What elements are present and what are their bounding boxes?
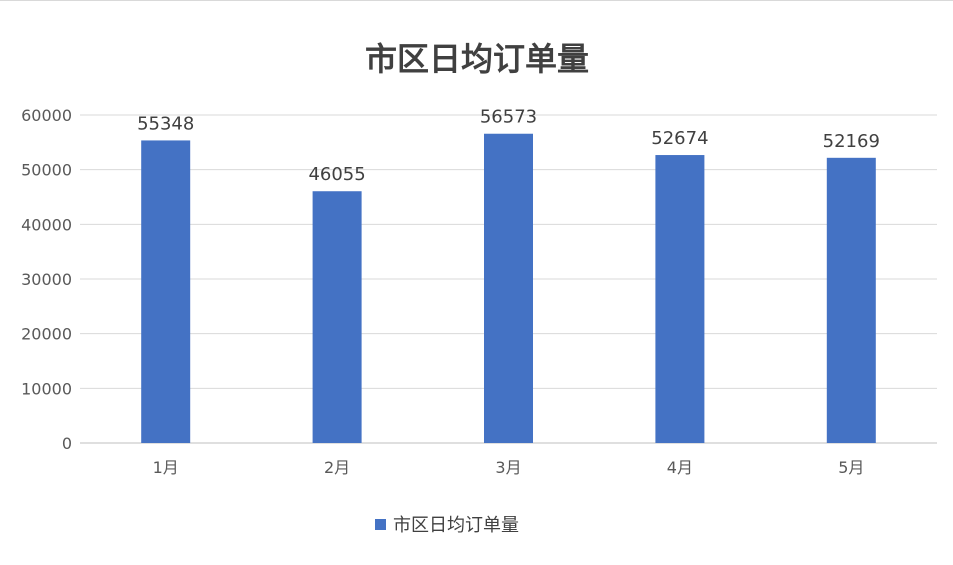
- y-tick-label: 20000: [21, 325, 72, 344]
- x-tick-label: 2月: [324, 458, 350, 477]
- bar: [484, 133, 533, 444]
- y-tick-label: 40000: [21, 215, 72, 234]
- y-axis-ticks: 0 10000 20000 30000 40000 50000 60000: [21, 106, 72, 453]
- bar: [141, 140, 191, 443]
- legend-swatch: [375, 519, 386, 530]
- y-tick-label: 60000: [21, 106, 72, 125]
- y-tick-label: 0: [62, 434, 72, 453]
- data-labels: 55348 46055 56573 52674 52169: [137, 107, 880, 185]
- x-tick-label: 1月: [153, 458, 179, 477]
- y-tick-label: 30000: [21, 270, 72, 289]
- legend-label: 市区日均订单量: [393, 515, 519, 536]
- bar: [312, 191, 362, 443]
- data-label: 52169: [823, 131, 880, 152]
- chart-title: 市区日均订单量: [365, 40, 589, 78]
- data-label: 46055: [308, 164, 365, 185]
- y-tick-label: 10000: [21, 379, 72, 398]
- bar: [826, 157, 876, 444]
- top-border: [0, 0, 953, 1]
- bar: [655, 155, 705, 443]
- bars: [141, 133, 876, 444]
- y-tick-label: 50000: [21, 161, 72, 180]
- x-axis-ticks: 1月 2月 3月 4月 5月: [153, 458, 865, 477]
- x-tick-label: 5月: [838, 458, 864, 477]
- data-label: 52674: [651, 128, 708, 149]
- data-label: 56573: [480, 107, 537, 128]
- data-label: 55348: [137, 113, 194, 134]
- legend: 市区日均订单量: [375, 515, 519, 536]
- x-tick-label: 3月: [495, 458, 521, 477]
- x-tick-label: 4月: [667, 458, 693, 477]
